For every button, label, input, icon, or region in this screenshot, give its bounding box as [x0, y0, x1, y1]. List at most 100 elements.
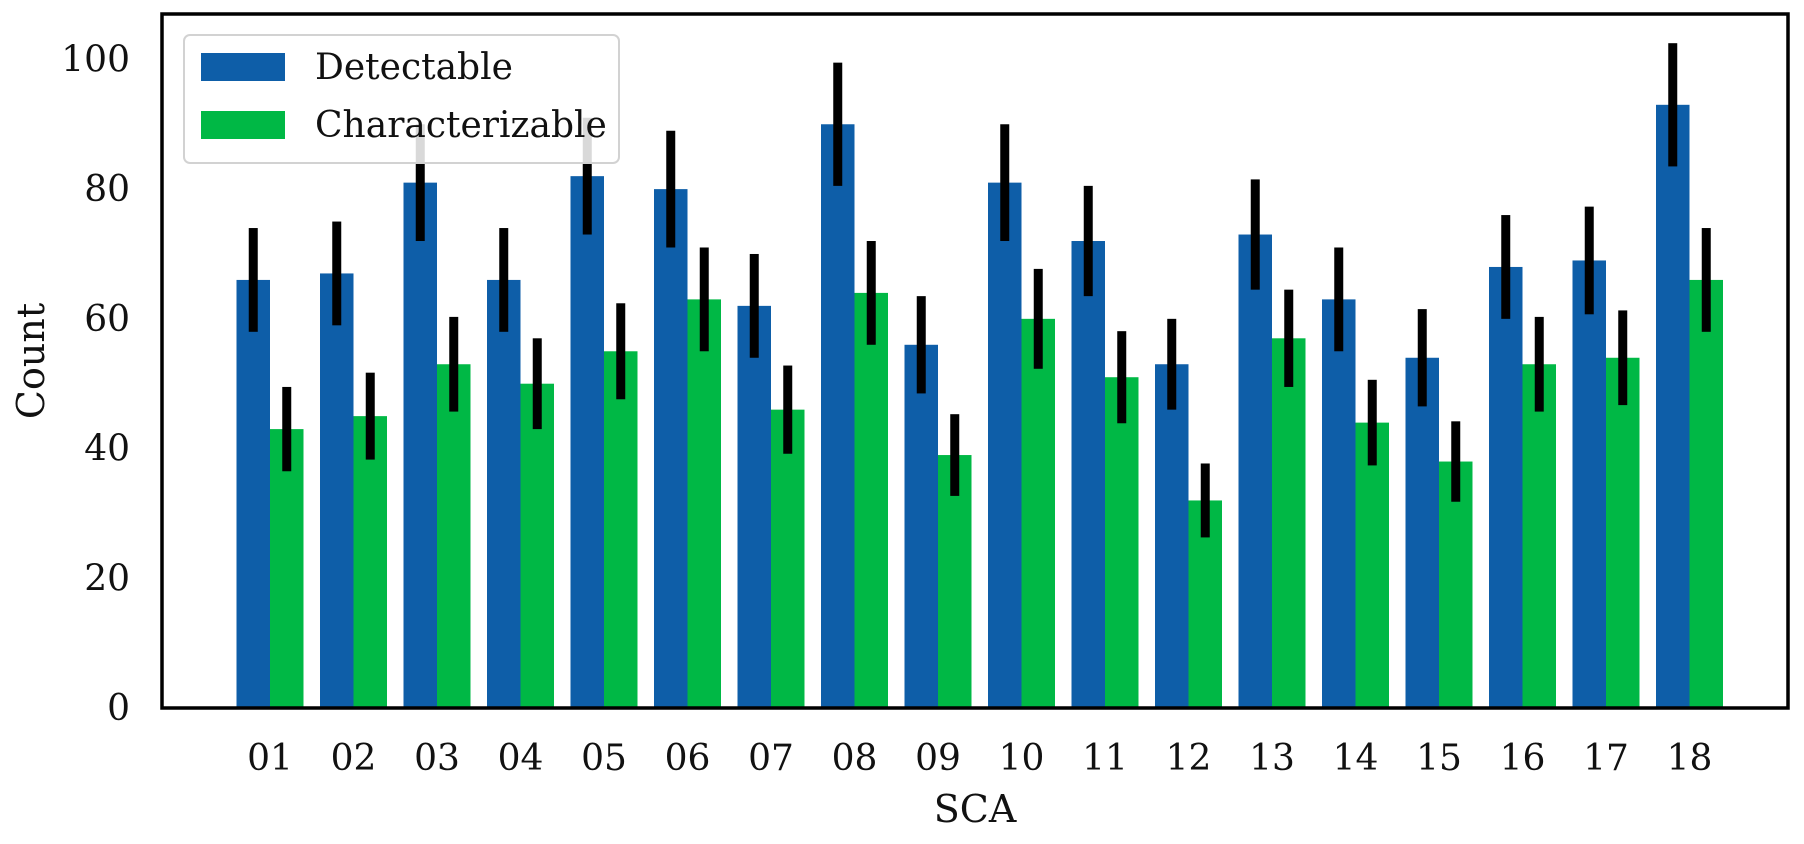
- legend: Detectable Characterizable: [183, 34, 620, 164]
- bar-characterizable-02: [353, 416, 387, 708]
- x-axis-title: SCA: [934, 787, 1017, 831]
- error-bar-characterizable-06: [699, 247, 709, 352]
- x-tick-label-10: 10: [999, 738, 1045, 779]
- bar-detectable-15: [1405, 357, 1439, 708]
- bar-detectable-05: [570, 176, 604, 708]
- bar-detectable-08: [821, 124, 855, 709]
- error-bar-characterizable-16: [1534, 316, 1544, 412]
- bar-characterizable-14: [1355, 422, 1389, 708]
- y-tick-label-40: 40: [84, 429, 130, 470]
- bar-characterizable-13: [1272, 338, 1306, 708]
- bar-characterizable-03: [437, 364, 471, 708]
- bar-detectable-14: [1322, 299, 1356, 708]
- bar-detectable-10: [988, 182, 1022, 709]
- error-bar-detectable-03: [415, 124, 425, 242]
- y-tick-label-0: 0: [107, 688, 130, 729]
- x-tick-label-09: 09: [915, 738, 961, 779]
- x-tick-label-05: 05: [581, 738, 627, 779]
- bar-characterizable-16: [1522, 364, 1556, 708]
- bar-characterizable-05: [604, 351, 638, 708]
- error-bar-characterizable-18: [1701, 228, 1711, 332]
- legend-label-characterizable: Characterizable: [315, 105, 607, 146]
- y-tick-label-60: 60: [84, 299, 130, 340]
- x-tick-labels: 01 02 03 04 05 06 07 08 09 10 11 12 13 14 15 16 17 18: [247, 738, 1712, 779]
- error-bar-characterizable-07: [783, 365, 793, 454]
- error-bar-detectable-17: [1584, 206, 1594, 315]
- error-bar-characterizable-08: [866, 241, 876, 345]
- bar-detectable-01: [236, 279, 270, 708]
- error-bar-characterizable-14: [1367, 379, 1377, 466]
- bar-characterizable-17: [1606, 357, 1640, 708]
- x-tick-label-11: 11: [1082, 738, 1128, 779]
- error-bar-detectable-11: [1083, 185, 1093, 297]
- error-bar-characterizable-12: [1200, 463, 1210, 538]
- error-bar-detectable-10: [1000, 124, 1010, 242]
- bar-detectable-02: [320, 273, 354, 708]
- error-bar-detectable-18: [1668, 43, 1678, 167]
- x-tick-label-02: 02: [331, 738, 377, 779]
- x-tick-label-01: 01: [247, 738, 293, 779]
- error-bar-detectable-05: [582, 117, 592, 235]
- bar-detectable-16: [1489, 266, 1523, 708]
- legend-swatch-characterizable: [201, 111, 285, 139]
- error-bar-characterizable-04: [532, 338, 542, 430]
- error-bar-characterizable-10: [1033, 268, 1043, 369]
- y-tick-label-100: 100: [61, 39, 130, 80]
- error-bar-detectable-15: [1417, 309, 1427, 407]
- x-tick-label-14: 14: [1333, 738, 1379, 779]
- y-axis-title: Count: [9, 303, 53, 419]
- bar-characterizable-07: [771, 409, 805, 708]
- error-bar-characterizable-17: [1618, 310, 1628, 406]
- bar-characterizable-15: [1439, 461, 1473, 708]
- error-bar-characterizable-03: [449, 316, 459, 412]
- y-tick-labels: 0 20 40 60 80 100: [61, 39, 130, 729]
- legend-label-detectable: Detectable: [315, 47, 513, 88]
- y-tick-label-20: 20: [84, 558, 130, 599]
- error-bar-characterizable-02: [365, 372, 375, 460]
- bar-detectable-07: [737, 305, 771, 708]
- error-bar-detectable-04: [499, 228, 509, 332]
- x-tick-label-04: 04: [498, 738, 544, 779]
- error-bar-detectable-14: [1334, 247, 1344, 352]
- error-bar-characterizable-15: [1451, 421, 1461, 502]
- bar-characterizable-11: [1105, 377, 1139, 708]
- bar-characterizable-10: [1021, 318, 1055, 708]
- bar-detectable-17: [1572, 260, 1606, 708]
- x-tick-label-03: 03: [414, 738, 460, 779]
- error-bar-characterizable-11: [1117, 331, 1127, 424]
- bar-detectable-06: [654, 189, 688, 709]
- bar-characterizable-06: [687, 299, 721, 708]
- x-tick-label-17: 17: [1583, 738, 1629, 779]
- x-tick-label-18: 18: [1667, 738, 1713, 779]
- legend-swatch-detectable: [201, 53, 285, 81]
- x-tick-label-07: 07: [748, 738, 794, 779]
- x-tick-label-08: 08: [832, 738, 878, 779]
- bar-detectable-04: [487, 279, 521, 708]
- bar-characterizable-08: [854, 292, 888, 708]
- legend-frame: [183, 34, 620, 164]
- error-bar-detectable-13: [1250, 179, 1260, 290]
- bar-detectable-13: [1238, 234, 1272, 708]
- x-tick-label-12: 12: [1166, 738, 1212, 779]
- error-bar-characterizable-09: [950, 414, 960, 496]
- error-bar-detectable-09: [916, 296, 926, 394]
- error-bar-characterizable-01: [282, 386, 292, 472]
- bars-layer: [236, 104, 1723, 709]
- error-bar-detectable-02: [332, 221, 342, 326]
- bar-detectable-03: [403, 182, 437, 709]
- plot-frame: [160, 12, 1790, 710]
- error-bar-detectable-08: [833, 62, 843, 186]
- bar-detectable-09: [904, 344, 938, 708]
- bar-characterizable-18: [1689, 279, 1723, 708]
- bar-detectable-12: [1155, 364, 1189, 708]
- error-bar-characterizable-05: [616, 303, 626, 400]
- bar-characterizable-04: [520, 383, 554, 708]
- bar-detectable-18: [1656, 104, 1690, 709]
- error-bars-layer: [248, 43, 1711, 538]
- bar-characterizable-01: [270, 429, 304, 708]
- x-tick-label-06: 06: [665, 738, 711, 779]
- bar-characterizable-09: [938, 455, 972, 708]
- bar-detectable-11: [1071, 241, 1105, 708]
